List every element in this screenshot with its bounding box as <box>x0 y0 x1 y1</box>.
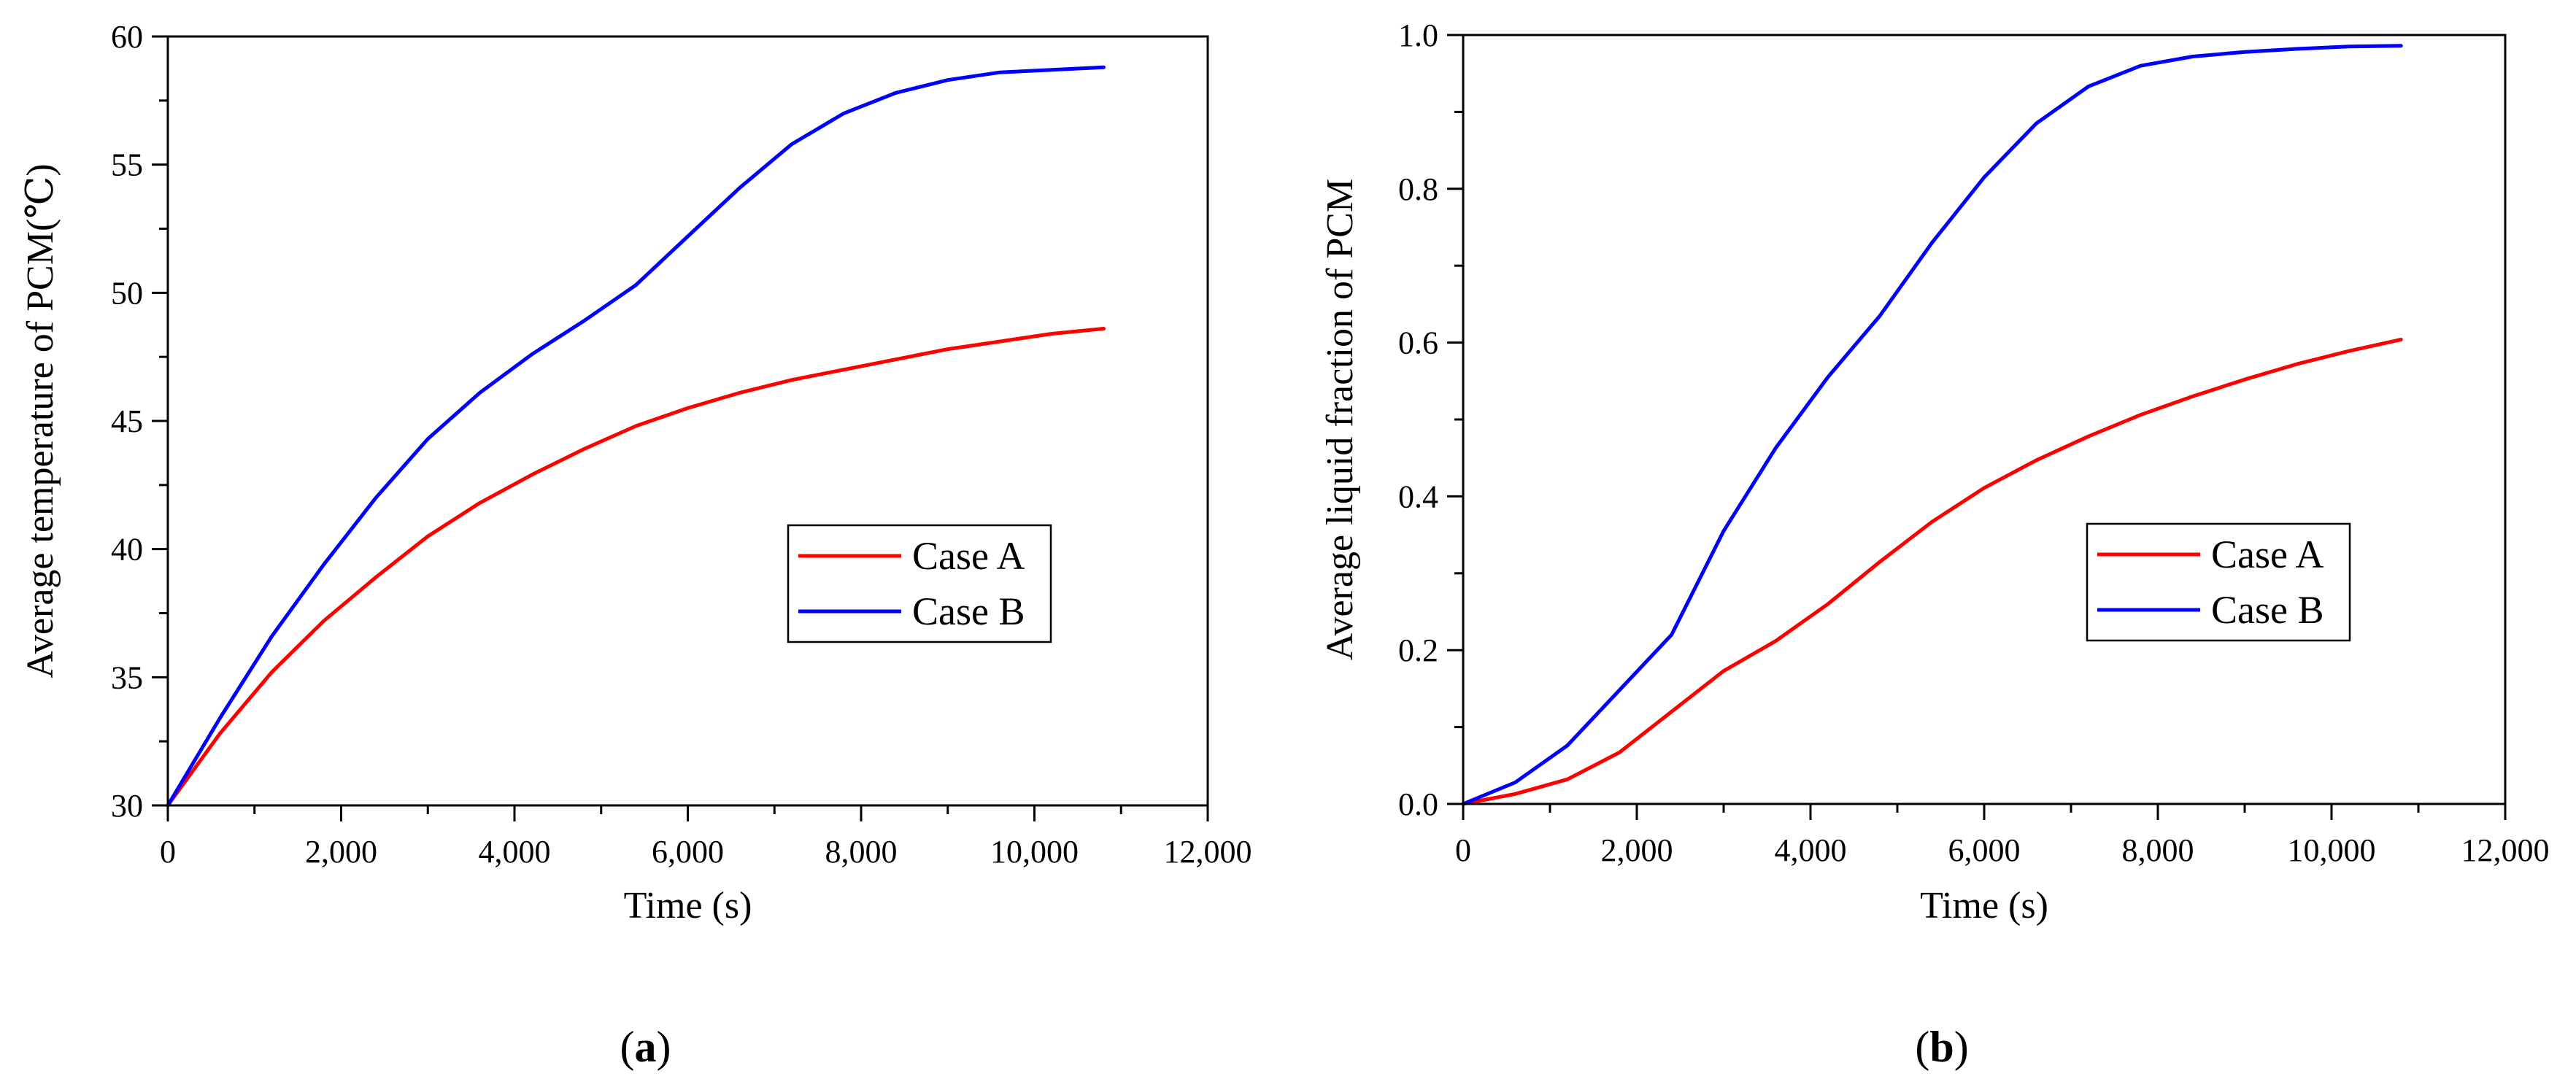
x-tick-label: 10,000 <box>990 834 1079 870</box>
x-tick-label: 10,000 <box>2288 832 2376 868</box>
legend-box <box>2086 522 2351 642</box>
panel-label: (a) <box>620 1023 671 1071</box>
x-tick-label: 8,000 <box>825 834 898 870</box>
legend-label-case-a: Case A <box>912 534 1025 578</box>
series-line-case-b <box>166 65 1106 808</box>
y-tick-label: 0.4 <box>1398 479 1438 514</box>
x-tick-label: 8,000 <box>2122 832 2194 868</box>
x-axis-title: Time (s) <box>624 885 752 927</box>
y-tick-label: 50 <box>111 275 143 311</box>
legend-label-case-b: Case B <box>2211 588 2324 632</box>
plot-frame <box>166 35 1209 807</box>
x-tick-label: 4,000 <box>1775 832 1847 868</box>
y-tick-label: 55 <box>111 147 143 183</box>
y-axis-title: Average temperature of PCM(℃) <box>20 163 61 678</box>
chart-panel-b: 0 2,000 4,000 6,000 8,000 10,000 12,000 0.0 0.2 0… <box>1319 18 2550 1071</box>
legend: Case A Case B <box>2086 522 2351 642</box>
y-tick-label: 45 <box>111 403 143 439</box>
y-tick-label: 60 <box>111 19 143 55</box>
y-tick-label: 0.2 <box>1398 633 1438 668</box>
legend: Case A Case B <box>787 524 1052 643</box>
panel-label-close: ) <box>1954 1023 1969 1071</box>
x-axis-title: Time (s) <box>1920 885 2048 927</box>
y-tick-label: 0.6 <box>1398 325 1438 361</box>
panel-letter: b <box>1929 1023 1954 1071</box>
legend-box <box>787 524 1052 643</box>
y-tick-label: 1.0 <box>1398 18 1438 53</box>
x-tick-label: 0 <box>160 834 176 870</box>
y-axis-title: Average liquid fraction of PCM <box>1319 179 1361 660</box>
x-tick-label: 2,000 <box>305 834 377 870</box>
x-tick-label: 0 <box>1455 832 1471 868</box>
y-tick-label: 30 <box>111 788 143 824</box>
y-tick-label: 40 <box>111 532 143 568</box>
x-tick-label: 6,000 <box>1948 832 2021 868</box>
panel-label-close: ) <box>657 1023 671 1071</box>
x-tick-label: 12,000 <box>2461 832 2550 868</box>
series-line-case-a <box>1461 337 2403 806</box>
panel-letter: a <box>635 1023 657 1071</box>
legend-label-case-a: Case A <box>2211 533 2324 576</box>
legend-label-case-b: Case B <box>912 589 1025 633</box>
series-line-case-a <box>166 327 1106 808</box>
x-tick-label: 12,000 <box>1164 834 1252 870</box>
panel-label: (b) <box>1915 1023 1968 1071</box>
x-tick-label: 4,000 <box>479 834 551 870</box>
x-tick-label: 2,000 <box>1601 832 1673 868</box>
y-tick-label: 0.8 <box>1398 171 1438 207</box>
y-tick-label: 0.0 <box>1398 786 1438 822</box>
series-line-case-b <box>1461 44 2403 806</box>
y-tick-label: 35 <box>111 659 143 695</box>
chart-panel-a: 0 2,000 4,000 6,000 8,000 10,000 12,000 30 35 40 4… <box>20 19 1252 1071</box>
panel-label-open: ( <box>620 1023 635 1071</box>
x-tick-label: 6,000 <box>652 834 724 870</box>
panel-label-open: ( <box>1915 1023 1929 1071</box>
